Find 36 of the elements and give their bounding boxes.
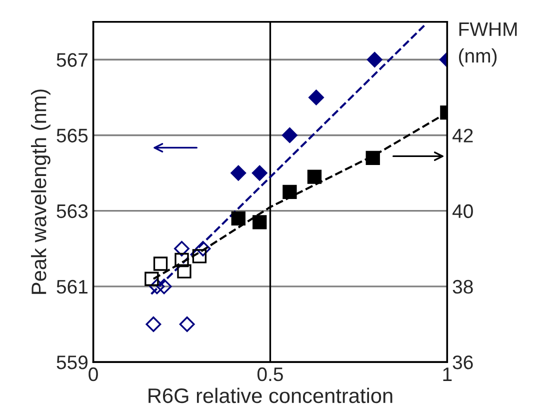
y-axis-title: Peak wavelength (nm)	[31, 90, 50, 294]
point	[230, 165, 246, 181]
x-tick-label: 0	[88, 367, 98, 382]
point	[282, 184, 297, 200]
y2-tick-label: 40	[452, 204, 473, 218]
point	[177, 264, 192, 278]
point	[153, 256, 168, 271]
point	[146, 316, 162, 332]
point	[144, 272, 159, 286]
y-tick-label: 559	[56, 356, 88, 370]
point	[174, 252, 189, 268]
point	[174, 240, 190, 256]
point	[252, 165, 268, 181]
y2-axis-title: FWHM (nm)	[459, 22, 517, 67]
point	[231, 211, 246, 226]
point	[308, 90, 324, 106]
point	[149, 278, 165, 294]
y2-tick-label: 42	[452, 128, 473, 142]
point	[195, 240, 211, 256]
point	[252, 215, 267, 230]
y2-tick-label: 36	[452, 356, 473, 370]
x-tick-label: 0.5	[257, 367, 283, 382]
point	[366, 150, 380, 166]
y-tick-label: 563	[56, 204, 88, 218]
point	[156, 278, 172, 294]
y-tick-label: 565	[56, 128, 88, 142]
point	[307, 170, 322, 184]
point	[366, 52, 382, 68]
x-tick-label: 1	[443, 368, 452, 381]
point	[282, 128, 298, 143]
point	[192, 249, 207, 264]
y-tick-label: 561	[56, 280, 88, 294]
x-axis-title: R6G relative concentration	[148, 388, 392, 404]
y-tick-label: 567	[56, 53, 88, 67]
y2-tick-label: 38	[452, 280, 473, 294]
point	[179, 316, 195, 332]
